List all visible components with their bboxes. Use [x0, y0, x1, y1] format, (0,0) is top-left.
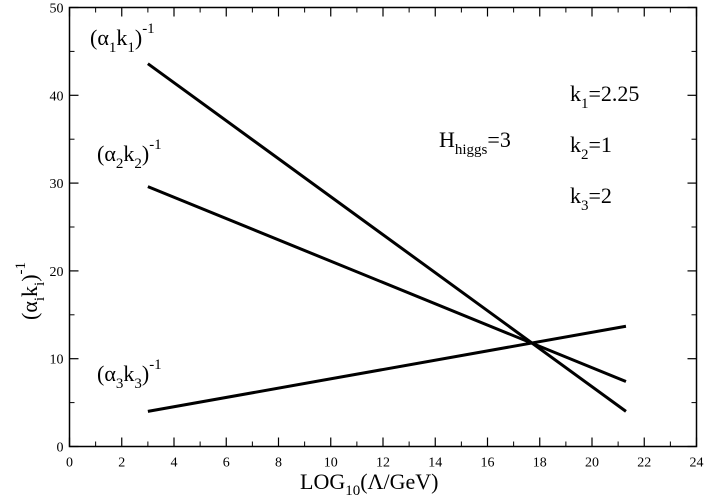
series-label-alpha3: (α3k3)-1	[97, 357, 162, 392]
x-tick-label: 0	[66, 456, 73, 471]
y-tick-label: 10	[50, 353, 64, 368]
y-tick-label: 0	[57, 441, 64, 456]
x-tick-label: 2	[118, 456, 125, 471]
x-tick-label: 18	[533, 456, 547, 471]
y-tick-label: 40	[50, 89, 64, 104]
x-tick-label: 22	[637, 456, 651, 471]
annotation-higgs: Hhiggs=3	[439, 127, 511, 158]
y-tick-label: 50	[50, 2, 64, 17]
x-tick-label: 20	[585, 456, 599, 471]
series-line-2	[147, 185, 627, 383]
x-axis-title: LOG10(Λ/GeV)	[300, 469, 438, 499]
series-label-alpha1: (α1k1)-1	[90, 21, 155, 56]
series-label-alpha2: (α2k2)-1	[97, 137, 162, 172]
x-tick-label: 24	[690, 456, 704, 471]
x-tick-label: 12	[376, 456, 390, 471]
annotation-k3: k3=2	[570, 183, 612, 214]
series-line-1	[146, 62, 627, 413]
x-tick-label: 10	[324, 456, 338, 471]
y-axis-title: (αiki)-1	[13, 262, 48, 320]
x-tick-label: 16	[481, 456, 495, 471]
series-line-3	[147, 324, 627, 413]
x-tick-label: 14	[428, 456, 442, 471]
x-tick-label: 6	[223, 456, 230, 471]
y-tick-label: 30	[50, 177, 64, 192]
x-tick-label: 8	[275, 456, 282, 471]
y-tick-label: 20	[50, 265, 64, 280]
x-tick-label: 4	[171, 456, 178, 471]
annotation-k2: k2=1	[570, 132, 612, 163]
annotation-k1: k1=2.25	[570, 81, 639, 112]
series-lines	[146, 62, 627, 413]
